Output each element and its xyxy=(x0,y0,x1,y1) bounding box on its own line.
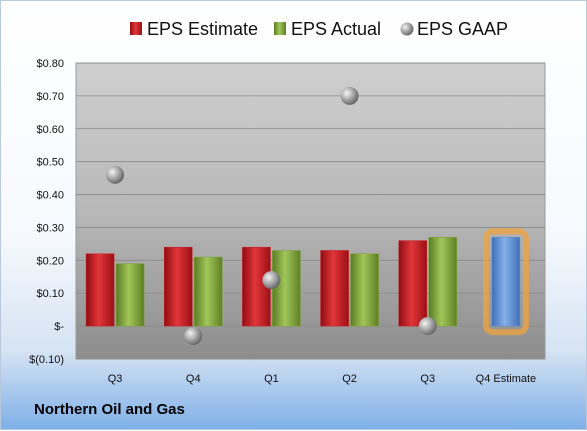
x-tick-label: Q3 xyxy=(420,373,435,385)
company-name: Northern Oil and Gas xyxy=(34,401,185,418)
x-axis-tick-labels: Q3 Q4 Q1 Q2 Q3 Q4 Estimate xyxy=(108,373,536,385)
eps-gaap-marker xyxy=(184,326,203,345)
legend-label-eps-estimate: EPS Estimate xyxy=(147,19,258,39)
eps-actual-bar xyxy=(115,263,145,327)
legend-swatch-eps-gaap xyxy=(400,22,414,36)
legend-label-eps-actual: EPS Actual xyxy=(291,19,381,39)
x-tick-label: Q4 Estimate xyxy=(476,373,537,385)
legend-item-eps-actual: EPS Actual xyxy=(274,19,381,39)
y-tick-label: $- xyxy=(54,321,64,333)
eps-gaap-marker xyxy=(340,86,359,105)
y-tick-label: $(0.10) xyxy=(29,354,64,366)
x-tick-label: Q3 xyxy=(108,373,123,385)
eps-gaap-marker xyxy=(262,271,281,290)
y-tick-label: $0.20 xyxy=(36,255,64,267)
y-tick-label: $0.60 xyxy=(36,124,64,136)
eps-estimate-forecast-bar xyxy=(491,237,521,327)
gaap-markers xyxy=(106,86,437,345)
y-tick-label: $0.40 xyxy=(36,190,64,202)
y-tick-label: $0.10 xyxy=(36,288,64,300)
legend-swatch-eps-estimate xyxy=(130,22,142,35)
legend-label-eps-gaap: EPS GAAP xyxy=(417,19,508,39)
x-tick-label: Q4 xyxy=(186,373,201,385)
eps-gaap-marker xyxy=(106,165,125,184)
legend-item-eps-estimate: EPS Estimate xyxy=(130,19,258,39)
eps-actual-bar xyxy=(428,237,457,327)
eps-estimate-bar xyxy=(398,240,427,327)
y-tick-label: $0.30 xyxy=(36,222,64,234)
x-tick-label: Q2 xyxy=(342,373,357,385)
eps-actual-bar xyxy=(350,253,379,327)
legend: EPS Estimate EPS Actual EPS GAAP xyxy=(130,19,508,39)
legend-swatch-eps-actual xyxy=(274,22,286,35)
eps-gaap-marker xyxy=(418,317,437,336)
eps-actual-bar xyxy=(194,256,223,327)
y-tick-label: $0.80 xyxy=(36,58,64,70)
y-axis-tick-labels: $(0.10) $- $0.10 $0.20 $0.30 $0.40 $0.50 $0.60 $… xyxy=(29,58,64,366)
eps-estimate-bar xyxy=(320,250,349,327)
eps-actual-bar xyxy=(272,250,301,327)
y-tick-label: $0.50 xyxy=(36,157,64,169)
bars xyxy=(85,228,529,336)
gridlines xyxy=(76,62,545,360)
eps-estimate-bar xyxy=(85,253,115,327)
eps-estimate-bar xyxy=(164,246,193,327)
x-tick-label: Q1 xyxy=(264,373,279,385)
legend-item-eps-gaap: EPS GAAP xyxy=(400,19,508,39)
plot-area xyxy=(75,62,546,360)
y-tick-label: $0.70 xyxy=(36,91,64,103)
forecast-bar-glow xyxy=(482,228,529,336)
